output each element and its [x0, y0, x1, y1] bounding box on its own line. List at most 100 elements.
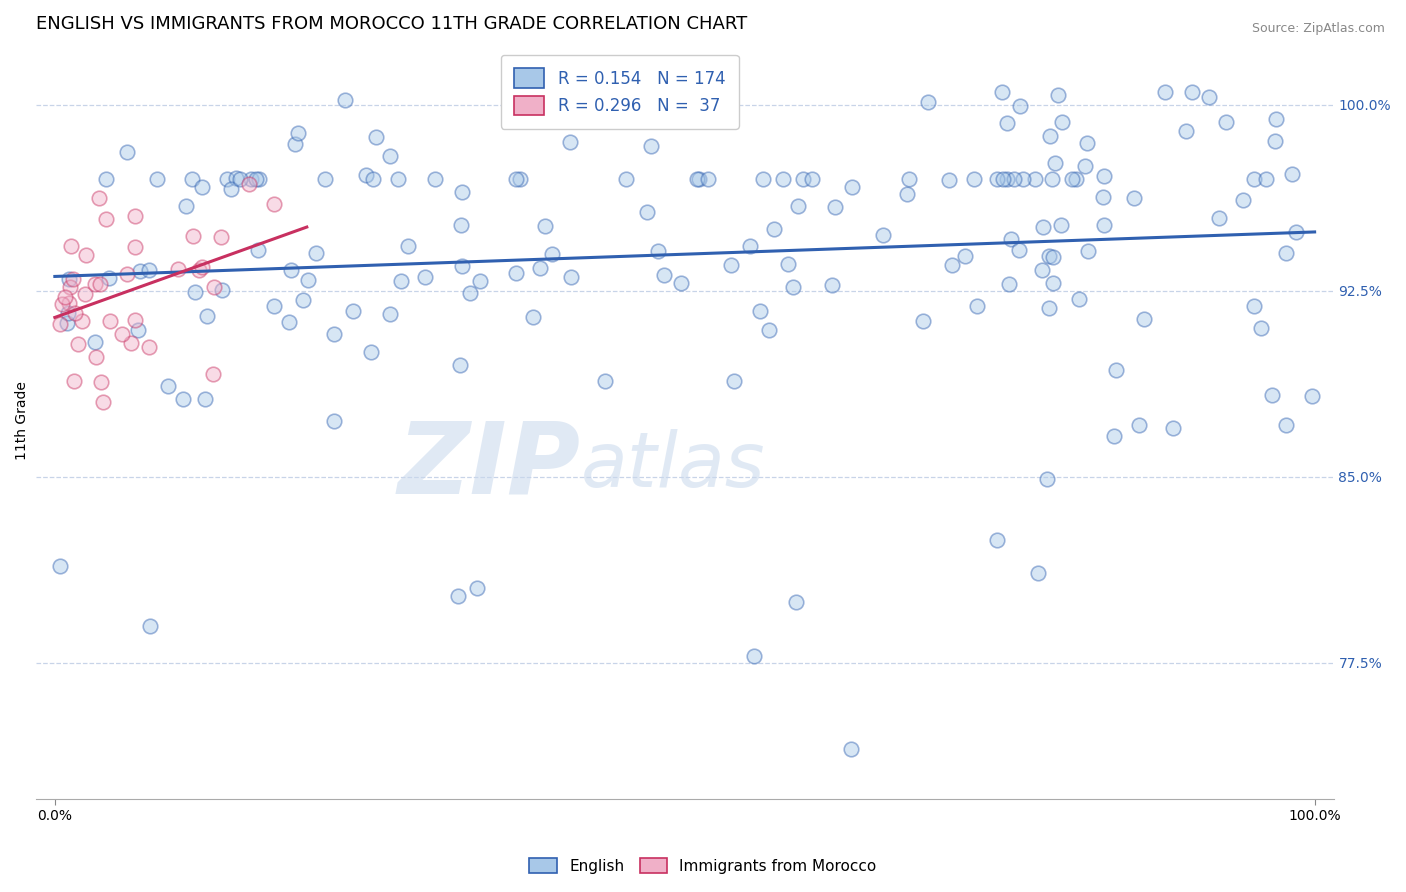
Point [1301, 389, 1323, 403]
Point [1215, 115, 1237, 129]
Point [238, 178, 260, 192]
Point [98, 314, 121, 328]
Point [1042, 251, 1064, 265]
Point [1008, 99, 1031, 113]
Point [49, 317, 72, 331]
Point [138, 619, 160, 633]
Point [263, 300, 285, 314]
Point [245, 172, 267, 186]
Point [94, 172, 117, 186]
Point [75, 287, 97, 301]
Point [938, 173, 960, 187]
Point [986, 533, 1008, 548]
Point [1064, 172, 1087, 186]
Point [120, 336, 142, 351]
Point [62, 272, 84, 286]
Point [323, 327, 346, 342]
Point [51, 297, 73, 311]
Point [1024, 172, 1046, 186]
Point [1077, 244, 1099, 258]
Point [1026, 566, 1049, 580]
Point [821, 278, 844, 293]
Point [247, 172, 270, 186]
Point [636, 204, 658, 219]
Point [1035, 472, 1057, 486]
Point [1154, 86, 1177, 100]
Point [191, 260, 214, 275]
Point [1038, 249, 1060, 263]
Point [1250, 321, 1272, 335]
Point [898, 172, 921, 186]
Point [509, 172, 531, 186]
Point [697, 172, 720, 186]
Point [180, 172, 202, 186]
Point [1281, 168, 1303, 182]
Point [209, 230, 232, 244]
Point [360, 344, 382, 359]
Point [63, 306, 86, 320]
Point [1060, 172, 1083, 186]
Point [1261, 388, 1284, 402]
Point [1161, 421, 1184, 435]
Point [124, 240, 146, 254]
Point [1208, 211, 1230, 226]
Point [991, 86, 1014, 100]
Point [91, 395, 114, 409]
Point [1232, 193, 1254, 207]
Point [263, 197, 285, 211]
Point [167, 262, 190, 277]
Point [284, 137, 307, 152]
Point [240, 172, 263, 186]
Point [465, 581, 488, 595]
Text: Source: ZipAtlas.com: Source: ZipAtlas.com [1251, 22, 1385, 36]
Point [228, 172, 250, 186]
Point [529, 260, 551, 275]
Text: ZIP: ZIP [398, 417, 581, 515]
Point [280, 262, 302, 277]
Point [458, 286, 481, 301]
Point [533, 219, 555, 233]
Point [423, 172, 446, 186]
Point [447, 589, 470, 603]
Point [686, 172, 709, 186]
Point [364, 130, 387, 145]
Point [127, 323, 149, 337]
Point [782, 280, 804, 294]
Point [468, 274, 491, 288]
Legend: English, Immigrants from Morocco: English, Immigrants from Morocco [523, 852, 883, 880]
Point [211, 283, 233, 297]
Point [740, 239, 762, 253]
Point [786, 199, 808, 213]
Point [380, 307, 402, 321]
Point [963, 172, 986, 186]
Point [322, 414, 344, 428]
Point [110, 327, 132, 342]
Point [451, 259, 474, 273]
Point [115, 145, 138, 160]
Point [941, 258, 963, 272]
Point [378, 149, 401, 163]
Point [48, 559, 70, 574]
Point [292, 293, 315, 308]
Point [1012, 172, 1035, 186]
Point [451, 185, 474, 199]
Point [647, 244, 669, 258]
Point [287, 126, 309, 140]
Point [157, 379, 180, 393]
Point [505, 266, 527, 280]
Point [749, 303, 772, 318]
Text: ENGLISH VS IMMIGRANTS FROM MOROCCO 11TH GRADE CORRELATION CHART: ENGLISH VS IMMIGRANTS FROM MOROCCO 11TH … [37, 15, 747, 33]
Point [90, 375, 112, 389]
Point [1128, 417, 1150, 432]
Point [1091, 190, 1114, 204]
Point [66, 337, 89, 351]
Point [1043, 156, 1066, 170]
Point [84, 277, 107, 292]
Point [278, 315, 301, 329]
Point [1243, 172, 1265, 186]
Point [1031, 263, 1053, 277]
Point [1050, 115, 1073, 129]
Point [1275, 418, 1298, 433]
Point [1042, 276, 1064, 290]
Point [84, 334, 107, 349]
